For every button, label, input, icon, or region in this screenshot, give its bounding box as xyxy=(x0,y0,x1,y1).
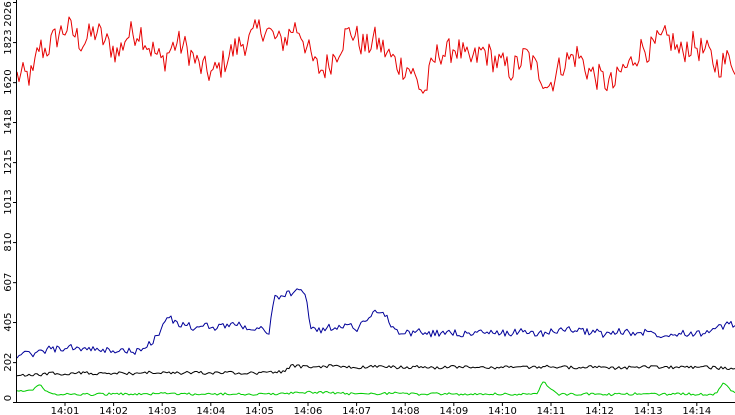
x-tick-label: 14:05 xyxy=(245,406,274,415)
x-tick-label: 14:07 xyxy=(342,406,371,415)
x-tick-label: 14:06 xyxy=(294,406,323,415)
x-axis-ticks: 14:01 14:02 14:03 14:04 14:05 14:06 14:07 14:08… xyxy=(51,402,711,415)
x-tick-label: 14:12 xyxy=(585,406,614,415)
x-tick-label: 14:11 xyxy=(537,406,566,415)
x-tick-label: 14:04 xyxy=(196,406,225,415)
y-tick-label: 405 xyxy=(3,312,14,331)
x-tick-label: 14:01 xyxy=(51,406,80,415)
y-tick-label: 1620 xyxy=(3,69,14,94)
series-line-2 xyxy=(16,288,735,359)
y-tick-label: 202 xyxy=(3,353,14,372)
y-tick-label: 2026 xyxy=(3,1,14,26)
series-line-1 xyxy=(16,16,735,94)
x-tick-label: 14:08 xyxy=(391,406,420,415)
y-tick-label: 1215 xyxy=(3,149,14,174)
series-layer xyxy=(16,16,735,397)
x-tick-label: 14:03 xyxy=(148,406,177,415)
x-tick-label: 14:10 xyxy=(488,406,517,415)
series-line-3 xyxy=(16,364,735,377)
y-axis-ticks: 0 202 405 607 810 1013 1215 1418 1620 1823 2026 xyxy=(3,1,17,403)
x-tick-label: 14:02 xyxy=(99,406,128,415)
y-tick-label: 1013 xyxy=(3,189,14,214)
y-tick-label: 1823 xyxy=(3,29,14,54)
y-tick-label: 0 xyxy=(3,395,14,401)
x-tick-label: 14:09 xyxy=(439,406,468,415)
y-tick-label: 607 xyxy=(3,273,14,292)
y-tick-label: 1418 xyxy=(3,109,14,134)
x-tick-label: 14:13 xyxy=(634,406,663,415)
x-tick-label: 14:14 xyxy=(682,406,711,415)
y-tick-label: 810 xyxy=(3,233,14,252)
series-line-4 xyxy=(16,381,735,397)
